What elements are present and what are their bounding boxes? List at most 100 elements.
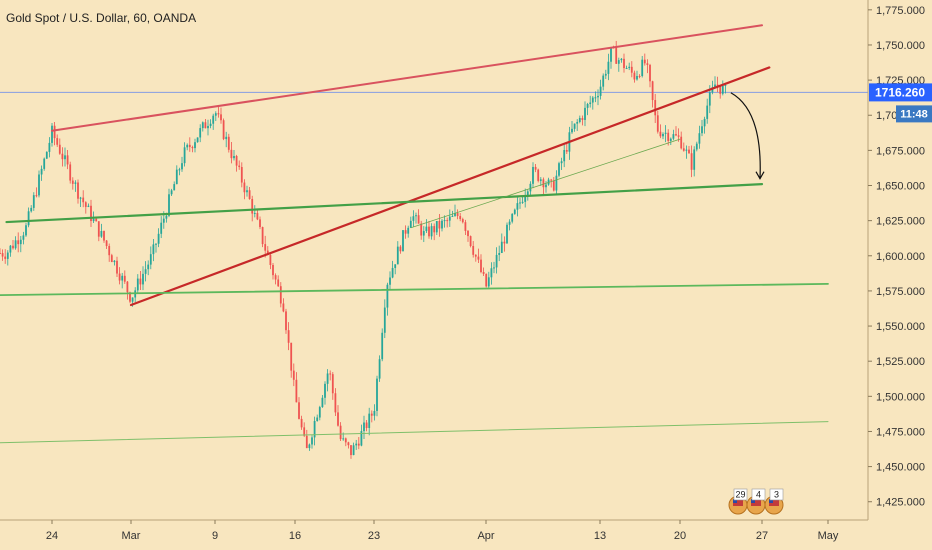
- candle-body: [238, 165, 241, 168]
- x-tick-label: 20: [674, 530, 686, 542]
- candle-body: [599, 86, 602, 96]
- candle-body: [534, 166, 537, 170]
- candle-body: [636, 75, 638, 80]
- candle-body: [22, 235, 25, 240]
- trendline-support-lower[interactable]: [0, 282, 829, 297]
- candle-body: [113, 260, 116, 263]
- candle-body: [508, 221, 511, 225]
- trendline-support-upper[interactable]: [5, 183, 764, 224]
- candle-body: [82, 197, 85, 203]
- candle-body: [532, 166, 534, 184]
- candle-body: [506, 224, 508, 244]
- candle-body: [256, 212, 259, 220]
- candle-body: [675, 134, 677, 136]
- candle-body: [43, 158, 46, 169]
- candle-body: [586, 104, 589, 108]
- y-tick-label: 1,550.000: [876, 321, 925, 333]
- candle-body: [695, 143, 698, 150]
- candle-body: [350, 445, 352, 456]
- candle-body: [602, 75, 605, 87]
- trendline-base[interactable]: [0, 421, 829, 444]
- candle-body: [40, 168, 43, 175]
- candle-body: [659, 131, 662, 137]
- candle-body: [292, 370, 295, 380]
- candle-body: [433, 226, 436, 233]
- candle-body: [196, 137, 199, 143]
- candle-body: [357, 443, 360, 446]
- candle-body: [298, 402, 300, 419]
- candle-body: [378, 359, 381, 379]
- candle-body: [651, 81, 654, 101]
- candle-body: [459, 216, 462, 220]
- candle-body: [207, 125, 209, 129]
- candle-body: [664, 132, 667, 134]
- candle-body: [625, 68, 628, 70]
- candle-body: [630, 66, 633, 73]
- candle-body: [160, 222, 163, 234]
- candle-body: [451, 215, 454, 217]
- candle-body: [490, 268, 493, 278]
- candle-body: [173, 184, 176, 191]
- candle-body: [87, 205, 90, 207]
- candle-body: [708, 92, 711, 106]
- candle-body: [222, 120, 225, 140]
- candle-body: [633, 72, 636, 80]
- candle-body: [123, 275, 126, 282]
- trendline-rising-resistance[interactable]: [129, 66, 771, 307]
- flag-stripe-icon: [751, 499, 761, 506]
- candle-body: [662, 133, 664, 137]
- candle-body: [360, 431, 363, 446]
- candle-body: [461, 219, 464, 223]
- flag-stripe-icon: [769, 499, 779, 506]
- candle-body: [565, 150, 568, 152]
- candle-body: [381, 332, 384, 360]
- candle-body: [446, 220, 449, 222]
- candle-body: [248, 190, 251, 199]
- candle-body: [485, 273, 488, 287]
- candle-body: [253, 212, 256, 214]
- candle-body: [316, 417, 319, 422]
- event-count: 4: [756, 490, 761, 500]
- candle-body: [121, 275, 124, 281]
- y-tick-label: 1,750.000: [876, 40, 925, 52]
- candle-body: [573, 123, 576, 129]
- candle-body: [649, 64, 651, 82]
- trendline-thin-support[interactable]: [410, 138, 681, 229]
- candle-body: [407, 227, 410, 234]
- candle-body: [511, 213, 514, 222]
- candle-body: [464, 222, 467, 231]
- event-count-badge: [751, 488, 766, 501]
- candle-body: [558, 163, 560, 176]
- candle-body: [287, 330, 290, 343]
- y-tick-label: 1,450.000: [876, 462, 925, 474]
- candle-body: [347, 442, 350, 446]
- trendline-upper-channel[interactable]: [51, 24, 763, 132]
- candle-body: [386, 284, 389, 308]
- candle-body: [477, 256, 480, 260]
- candle-body: [334, 393, 337, 413]
- candle-body: [526, 191, 529, 196]
- forecast-arrow[interactable]: [730, 92, 761, 179]
- candle-body: [685, 149, 688, 151]
- candle-body: [95, 218, 98, 222]
- candle-body: [693, 149, 696, 170]
- candle-body: [391, 267, 394, 278]
- candle-body: [214, 113, 217, 116]
- candle-body: [480, 259, 482, 273]
- candle-body: [537, 169, 540, 181]
- candle-body: [147, 264, 150, 270]
- candle-body: [116, 260, 118, 274]
- candle-body: [412, 216, 415, 221]
- candle-body: [615, 47, 618, 64]
- candle-body: [482, 272, 485, 274]
- candle-body: [654, 100, 657, 116]
- flag-canton-icon: [769, 499, 773, 503]
- candle-body: [139, 278, 142, 285]
- candle-body: [103, 230, 105, 241]
- candle-body: [35, 195, 38, 197]
- candle-body: [58, 144, 61, 154]
- forecast-arrowhead: [755, 171, 765, 180]
- candle-body: [209, 123, 212, 126]
- candle-body: [233, 156, 235, 159]
